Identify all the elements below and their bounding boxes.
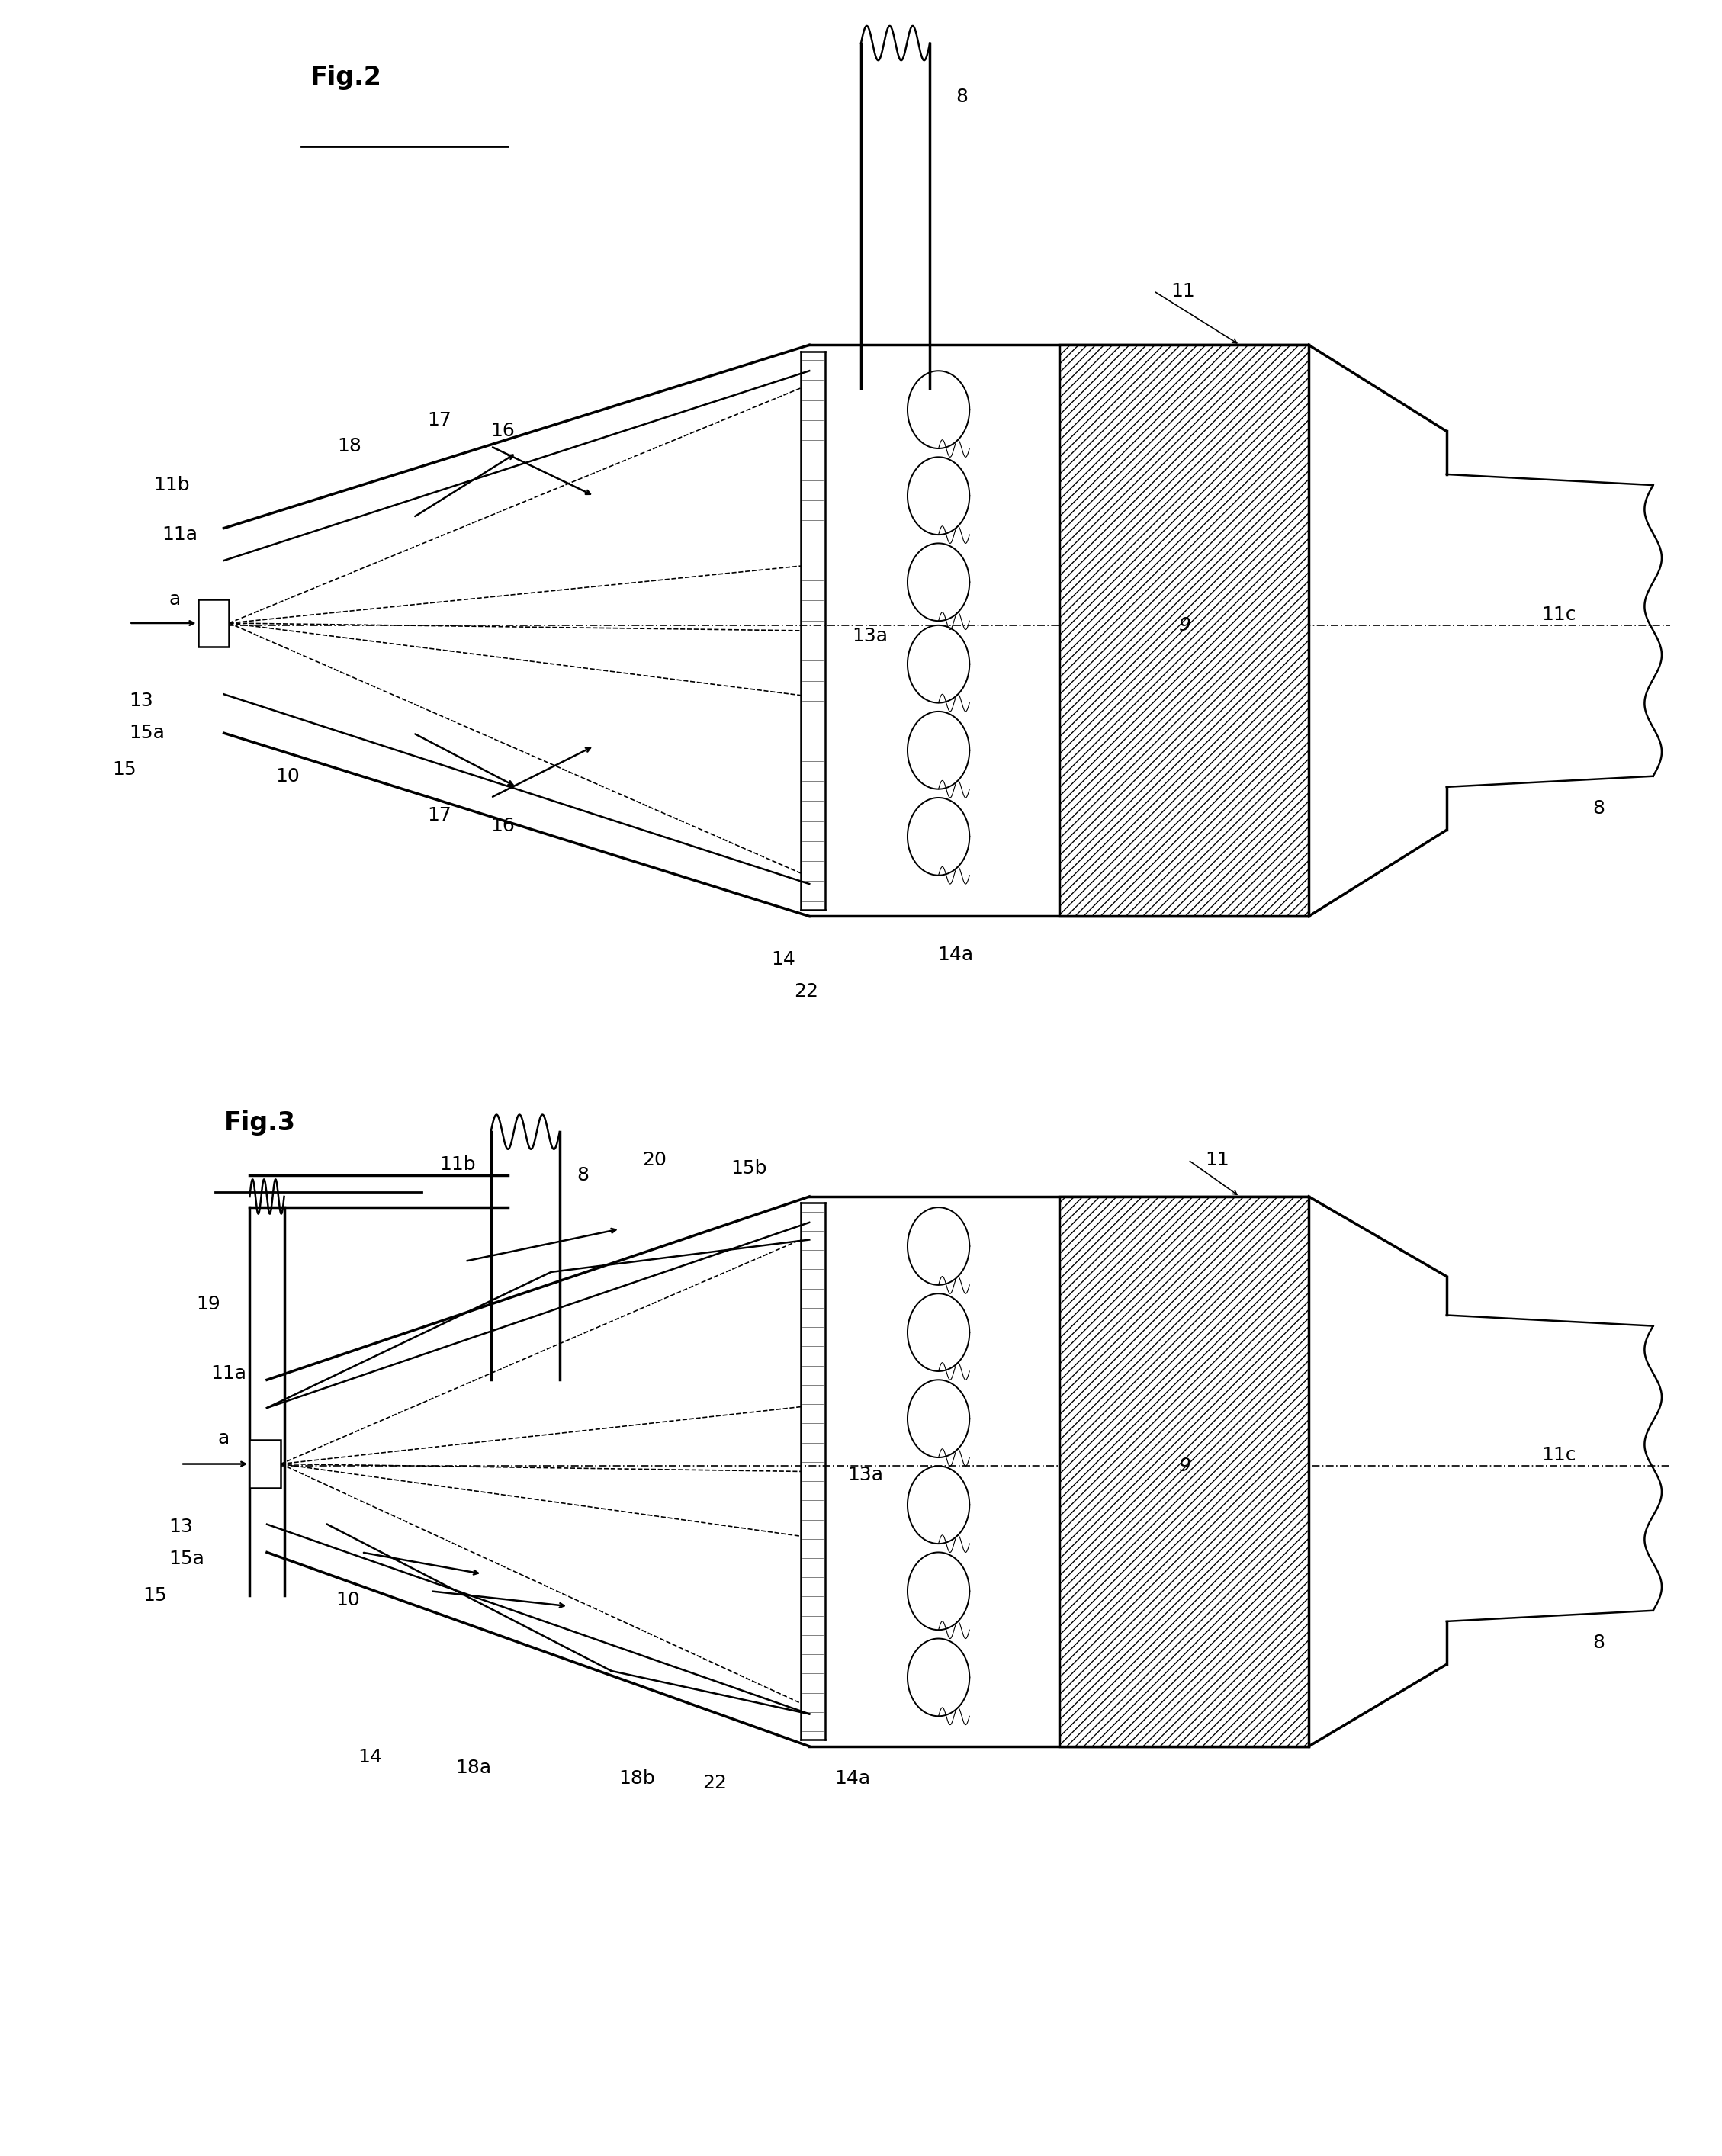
Bar [1059, 1197, 1309, 1746]
Text: 18: 18 [338, 438, 362, 455]
Text: 15a: 15a [129, 724, 165, 742]
Text: 18a: 18a [456, 1759, 491, 1777]
Text: 11b: 11b [439, 1156, 475, 1173]
Text: 15: 15 [143, 1587, 167, 1604]
Text: 14: 14 [771, 951, 796, 968]
Text: 22: 22 [703, 1774, 727, 1792]
Text: 8: 8 [577, 1166, 589, 1184]
Bar [250, 1440, 281, 1488]
Text: 18b: 18b [618, 1770, 656, 1787]
Text: 9: 9 [1178, 1457, 1192, 1475]
Text: 9: 9 [1178, 617, 1192, 634]
Text: 13: 13 [129, 692, 153, 709]
Text: 8: 8 [956, 88, 968, 106]
Text: 10: 10 [336, 1591, 360, 1608]
Text: 11a: 11a [210, 1365, 246, 1382]
Text: a: a [169, 591, 181, 608]
Text: 16: 16 [491, 423, 515, 440]
Text: a: a [217, 1429, 229, 1447]
Text: 15: 15 [112, 761, 136, 778]
Text: 8: 8 [1593, 800, 1605, 817]
Text: 16: 16 [491, 817, 515, 834]
Text: 15b: 15b [730, 1160, 768, 1177]
Text: 11b: 11b [153, 476, 189, 494]
Text: 15a: 15a [169, 1550, 205, 1567]
Text: 11c: 11c [1541, 606, 1576, 623]
Text: 20: 20 [642, 1151, 666, 1169]
Text: 11: 11 [1171, 282, 1195, 300]
Text: 13: 13 [169, 1518, 193, 1535]
Text: 13a: 13a [852, 627, 889, 645]
Text: Fig.2: Fig.2 [310, 65, 382, 91]
Text: 22: 22 [794, 983, 818, 1000]
Bar [1059, 345, 1309, 916]
Text: 10: 10 [276, 768, 300, 785]
Text: 17: 17 [427, 806, 451, 824]
Text: 8: 8 [1593, 1634, 1605, 1651]
Text: 14: 14 [358, 1749, 382, 1766]
Text: 11c: 11c [1541, 1447, 1576, 1464]
Text: 14a: 14a [938, 946, 973, 964]
Text: Fig.3: Fig.3 [224, 1110, 296, 1136]
Text: 11: 11 [1205, 1151, 1230, 1169]
Text: 11a: 11a [162, 526, 198, 543]
Bar [198, 599, 229, 647]
Text: 14a: 14a [835, 1770, 870, 1787]
Text: 13a: 13a [847, 1466, 883, 1483]
Text: 17: 17 [427, 412, 451, 429]
Text: 19: 19 [196, 1296, 220, 1313]
